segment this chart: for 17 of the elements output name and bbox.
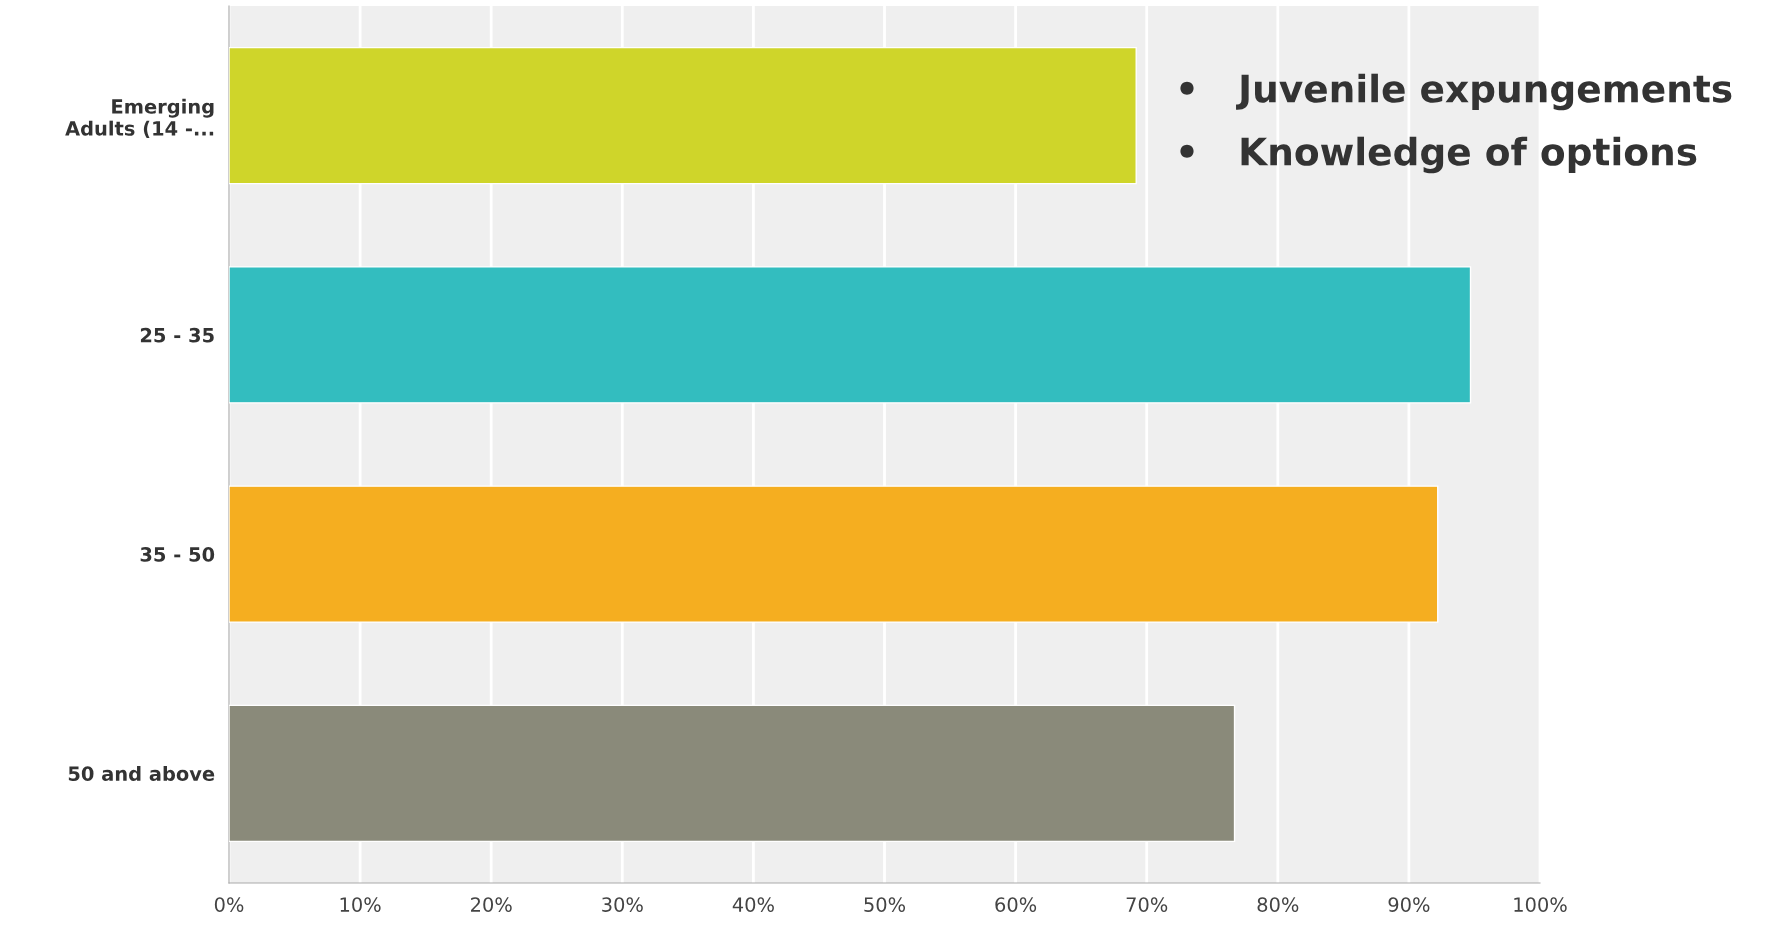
x-tick-label: 0% (214, 897, 244, 912)
y-tick-label: 25 - 35 (140, 327, 214, 343)
annotation: • Knowledge of options (1180, 136, 1697, 174)
annotation: • Juvenile expungements (1180, 73, 1732, 111)
y-tick-label: 50 and above (68, 765, 215, 782)
y-tick-label: 35 - 50 (140, 547, 215, 562)
y-tick-label: Emerging Adults (14 -... (65, 98, 214, 139)
x-tick-label: 20% (471, 897, 512, 912)
x-tick-label: 40% (732, 897, 774, 912)
x-tick-label: 80% (1257, 897, 1299, 912)
x-tick-label: 90% (1388, 897, 1430, 912)
x-tick-label: 10% (340, 897, 381, 912)
x-tick-label: 60% (995, 897, 1037, 912)
x-tick-label: 70% (1126, 897, 1168, 912)
x-tick-label: 100% (1514, 897, 1567, 912)
x-tick-label: 50% (864, 897, 906, 912)
x-tick-label: 30% (602, 897, 643, 912)
